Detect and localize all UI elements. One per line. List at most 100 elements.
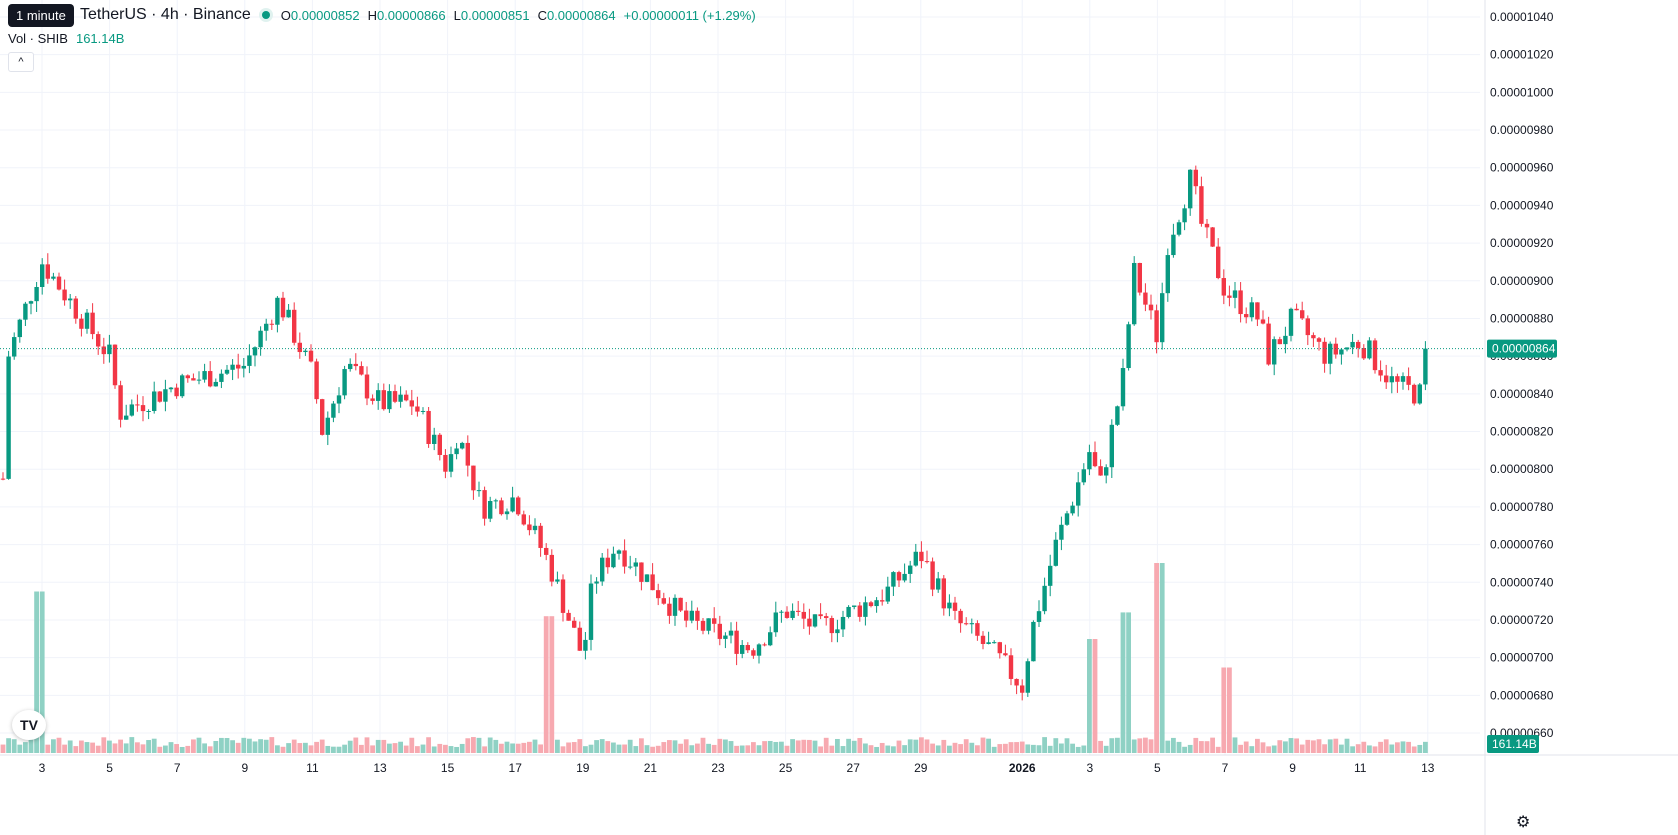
- candle-body: [135, 404, 140, 406]
- volume-bar: [286, 743, 291, 753]
- candle-body: [62, 289, 67, 301]
- volume-bar: [1367, 745, 1372, 753]
- candle: [370, 394, 375, 405]
- candle-body: [1064, 513, 1070, 525]
- candle: [829, 615, 834, 643]
- candle-body: [980, 635, 986, 644]
- volume-bar: [566, 742, 571, 753]
- candle: [320, 398, 325, 436]
- candle-body: [152, 391, 157, 412]
- candle: [1025, 658, 1030, 697]
- candle-body: [1378, 370, 1383, 376]
- candle-body: [560, 579, 566, 613]
- change-value: +0.00000011 (+1.29%): [623, 7, 756, 23]
- x-tick-label: 7: [1222, 761, 1229, 775]
- volume-bar: [319, 739, 325, 753]
- volume-bar: [1171, 737, 1176, 753]
- candle-body: [325, 417, 330, 435]
- candle: [185, 374, 190, 383]
- candle-body: [45, 264, 50, 279]
- market-status-icon[interactable]: [258, 8, 273, 22]
- candle-body: [1008, 655, 1014, 679]
- volume-bar: [45, 744, 51, 753]
- candle: [812, 614, 818, 628]
- candle: [527, 515, 532, 536]
- candle: [1294, 303, 1299, 311]
- candle: [1008, 648, 1014, 686]
- candle-body: [779, 611, 784, 613]
- candle: [392, 384, 398, 404]
- candle: [129, 399, 134, 417]
- volume-bar: [997, 744, 1003, 753]
- volume-bar: [487, 737, 493, 753]
- x-tick-label: 5: [1154, 761, 1161, 775]
- volume-bar: [1423, 741, 1428, 753]
- volume-bar: [409, 737, 415, 753]
- volume-bar: [107, 740, 112, 753]
- volume-bar: [219, 737, 224, 753]
- candle: [90, 303, 95, 340]
- candle: [639, 562, 644, 591]
- volume-bar: [851, 740, 857, 753]
- candle-body: [1216, 246, 1221, 279]
- volume-label[interactable]: Vol · SHIB: [8, 31, 68, 46]
- candle: [1048, 554, 1053, 597]
- time-axis[interactable]: 3 5 7 9 11 13 15 17 19 21 23 25 27 29 2026 3 5 7 9 11 13: [0, 754, 1678, 775]
- candle: [796, 600, 801, 616]
- candle: [303, 348, 308, 356]
- volume-bar: [347, 740, 353, 753]
- volume-bar: [555, 739, 560, 753]
- last-volume-label: 161.14B: [1492, 737, 1537, 751]
- candle-body: [510, 497, 515, 512]
- candle: [1238, 282, 1243, 323]
- low-key: L: [453, 7, 461, 23]
- gear-icon[interactable]: ⚙: [1516, 814, 1531, 831]
- candle-body: [997, 642, 1002, 654]
- collapse-legend-button[interactable]: ^: [8, 52, 34, 72]
- volume-bar: [695, 743, 700, 753]
- volume-bar: [924, 739, 930, 753]
- volume-bar: [1081, 745, 1087, 753]
- candle: [230, 359, 235, 381]
- volume-bars: [0, 563, 1428, 753]
- price-axis[interactable]: 0.000006600.000006800.000007000.00000720…: [1484, 0, 1557, 835]
- candle-body: [891, 572, 896, 587]
- candle-body: [1238, 290, 1243, 315]
- candle-body: [1020, 685, 1025, 693]
- candle: [594, 577, 599, 594]
- symbol-title[interactable]: TetherUS · 4h · Binance: [80, 6, 251, 23]
- volume-bar: [1103, 745, 1109, 753]
- candle: [1031, 620, 1036, 662]
- candle-body: [157, 391, 162, 402]
- volume-bar: [1266, 746, 1271, 753]
- tradingview-logo-icon[interactable]: TV: [12, 710, 46, 740]
- candle: [1070, 501, 1075, 516]
- volume-bar: [947, 745, 952, 753]
- candle: [1081, 463, 1086, 486]
- candle: [1204, 219, 1210, 239]
- candle: [773, 601, 778, 637]
- candle: [588, 574, 594, 651]
- volume-bar: [958, 744, 963, 753]
- volume-bar: [1227, 667, 1232, 753]
- candle-body: [824, 616, 829, 619]
- candle: [12, 332, 17, 360]
- candle-body: [482, 490, 487, 519]
- candle: [941, 575, 946, 616]
- candle-body: [1053, 539, 1058, 566]
- volume-bar: [1014, 742, 1019, 753]
- candle-body: [896, 572, 902, 581]
- volume-bar: [1087, 639, 1092, 753]
- volume-bar: [381, 739, 387, 753]
- candle: [751, 648, 756, 659]
- candle-body: [493, 500, 498, 502]
- candle: [482, 486, 487, 526]
- candle-body: [146, 411, 151, 413]
- candle: [544, 543, 549, 561]
- candle: [762, 642, 767, 647]
- candle: [448, 446, 454, 478]
- candle-body: [801, 611, 806, 619]
- candle: [157, 391, 162, 403]
- candle-body: [728, 630, 734, 636]
